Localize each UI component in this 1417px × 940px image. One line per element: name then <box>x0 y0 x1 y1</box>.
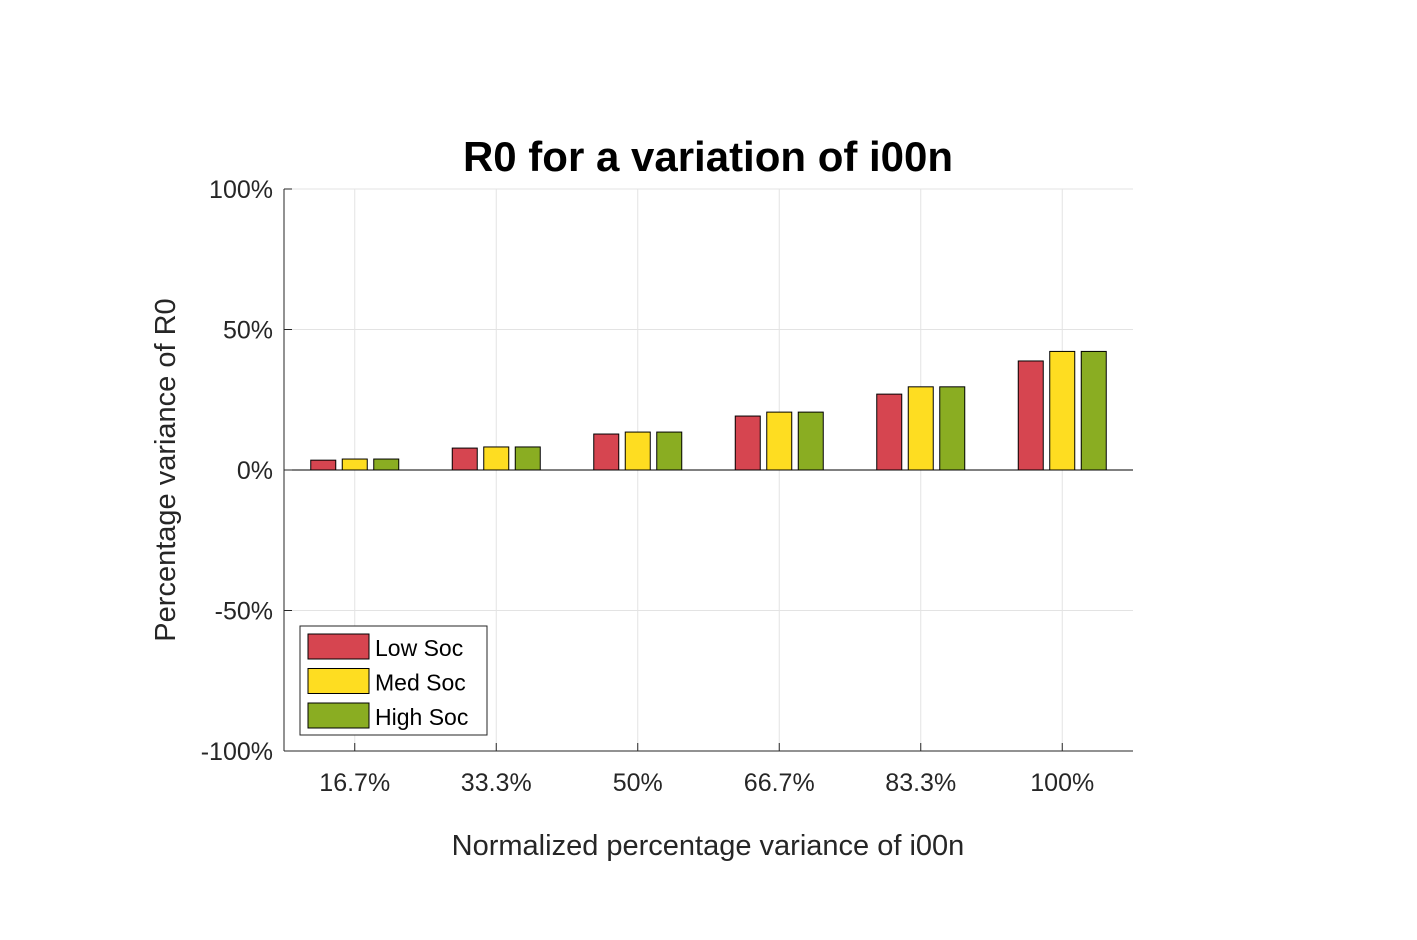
chart-title: R0 for a variation of i00n <box>463 133 953 180</box>
legend-swatch-med-soc <box>307 668 370 694</box>
x-tick-label: 83.3% <box>885 769 956 797</box>
bar-med-soc-2 <box>483 446 510 471</box>
bar-low-soc-3 <box>593 433 620 471</box>
bar-low-soc-2 <box>451 447 478 471</box>
legend-label-low-soc: Low Soc <box>375 635 463 661</box>
y-axis-label: Percentage variance of R0 <box>150 298 182 641</box>
bar-med-soc-4 <box>766 411 793 471</box>
legend-label-high-soc: High Soc <box>375 704 468 730</box>
bar-med-soc-5 <box>907 386 934 471</box>
bar-low-soc-4 <box>734 415 761 471</box>
bar-med-soc-6 <box>1049 350 1076 471</box>
x-tick-label: 16.7% <box>319 769 390 797</box>
legend-label-med-soc: Med Soc <box>375 670 466 696</box>
legend-swatch-high-soc <box>307 702 370 729</box>
bar-high-soc-5 <box>939 386 966 471</box>
x-tick-label: 100% <box>1030 769 1094 797</box>
x-tick-label: 66.7% <box>744 769 815 797</box>
bar-low-soc-1 <box>310 459 337 471</box>
legend-swatch-low-soc <box>307 633 370 660</box>
bar-high-soc-4 <box>797 411 824 471</box>
bars <box>310 350 1107 471</box>
y-tick-label: 100% <box>209 176 273 204</box>
bar-med-soc-3 <box>624 431 651 471</box>
bar-low-soc-5 <box>876 393 903 471</box>
y-tick-label: -100% <box>201 738 273 766</box>
tick-labels: -100% -50% 0% 50% 100% 16.7% 33.3% 50% 66.7% 83.3… <box>201 176 1094 797</box>
bar-high-soc-6 <box>1080 350 1107 471</box>
axes <box>283 188 1133 752</box>
bar-high-soc-3 <box>656 431 683 471</box>
bar-low-soc-6 <box>1017 360 1044 471</box>
bar-high-soc-1 <box>373 458 400 471</box>
y-tick-label: 50% <box>223 317 273 345</box>
bar-med-soc-1 <box>341 458 368 471</box>
legend: Low Soc Med Soc High Soc <box>299 625 488 736</box>
bar-high-soc-2 <box>514 446 541 471</box>
y-tick-label: 0% <box>237 457 273 485</box>
x-tick-label: 50% <box>613 769 663 797</box>
x-tick-label: 33.3% <box>461 769 532 797</box>
x-axis-label: Normalized percentage variance of i00n <box>452 830 965 862</box>
y-tick-label: -50% <box>215 598 273 626</box>
